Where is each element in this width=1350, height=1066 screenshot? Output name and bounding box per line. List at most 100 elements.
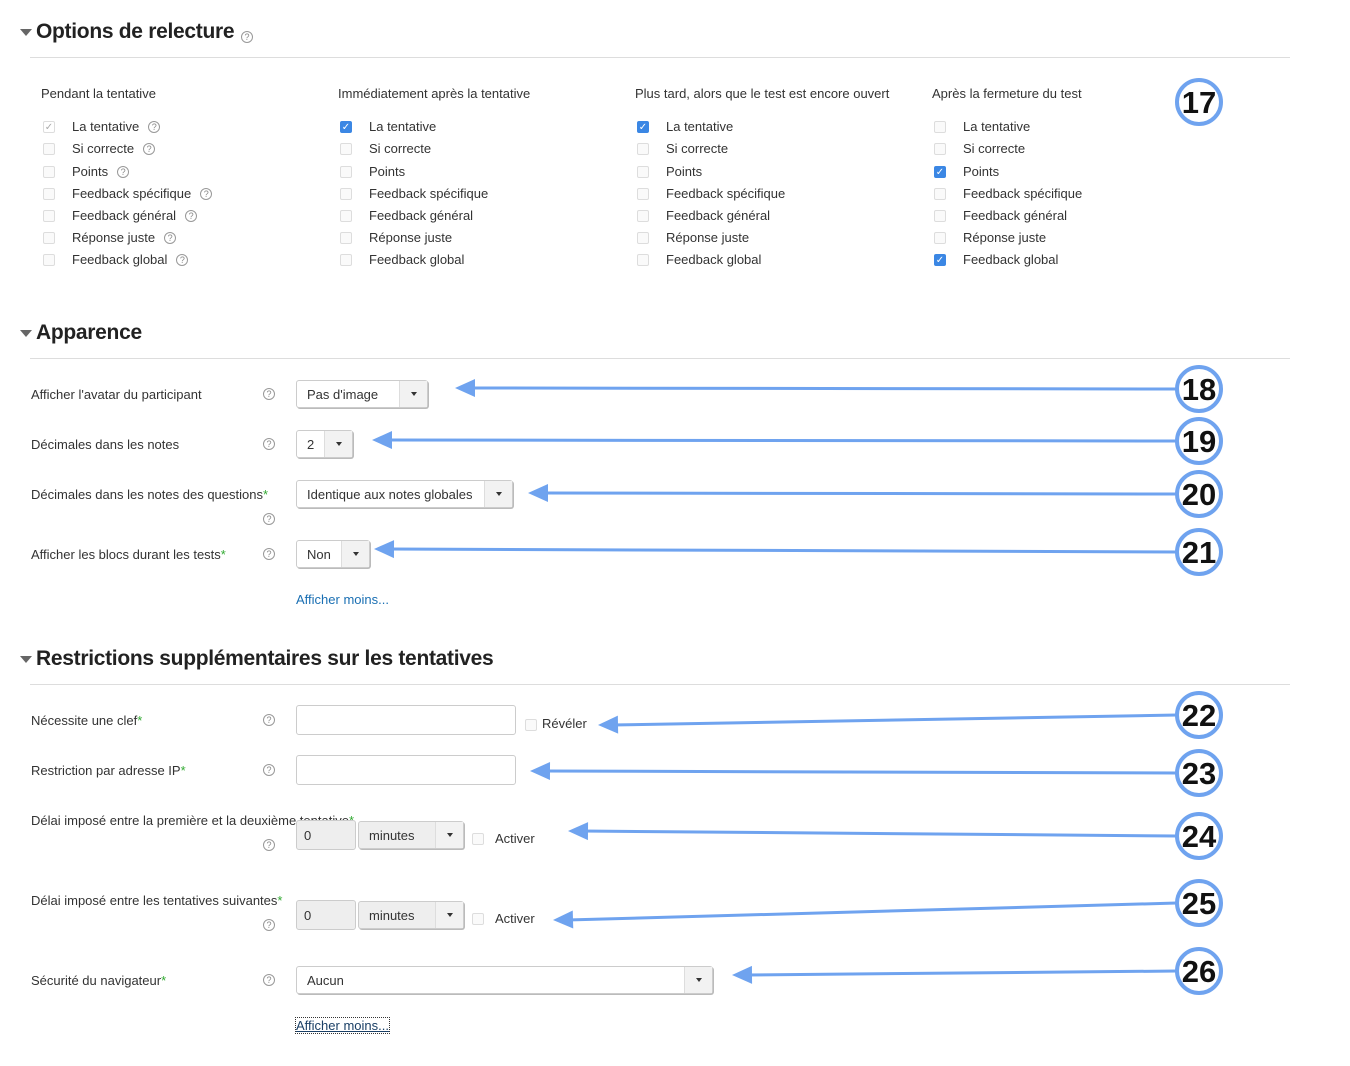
password-label: Nécessite une clef*	[31, 713, 143, 728]
collapse-icon[interactable]	[20, 330, 32, 337]
collapse-icon[interactable]	[20, 29, 32, 36]
review-checkbox[interactable]	[637, 254, 649, 266]
help-icon[interactable]: ?	[263, 764, 275, 776]
review-checkbox[interactable]	[934, 143, 946, 155]
help-icon[interactable]: ?	[148, 120, 161, 133]
annotation-arrow-line	[468, 386, 1178, 391]
help-icon[interactable]: ?	[263, 438, 275, 450]
delay2-enable-checkbox[interactable]	[472, 913, 484, 925]
help-icon[interactable]: ?	[263, 548, 275, 560]
delay1-enable-checkbox[interactable]	[472, 833, 484, 845]
delay1-unit-value: minutes	[369, 827, 415, 843]
browser-security-select[interactable]: Aucun	[296, 966, 713, 994]
annotation-arrow-line	[543, 769, 1178, 775]
help-icon[interactable]: ?	[263, 388, 275, 400]
annotation-23: 23	[530, 749, 1223, 797]
review-checkbox[interactable]	[934, 121, 946, 133]
review-checkbox[interactable]: ✓	[340, 121, 352, 133]
annotation-arrowhead	[374, 540, 395, 559]
delay1-unit-select[interactable]: minutes	[358, 821, 464, 849]
review-checkbox[interactable]	[637, 210, 649, 222]
delay2-input[interactable]: 0	[296, 900, 356, 930]
help-icon[interactable]: ?	[263, 919, 275, 931]
help-icon[interactable]: ?	[241, 31, 253, 43]
collapse-icon[interactable]	[20, 656, 32, 663]
review-checkbox[interactable]: ✓	[43, 121, 55, 133]
annotation-17: 17	[1175, 78, 1223, 126]
review-option: Feedback général	[963, 208, 1068, 223]
reveal-checkbox[interactable]	[525, 719, 537, 731]
help-icon[interactable]: ?	[176, 253, 189, 266]
annotation-22: 22	[598, 691, 1223, 739]
help-icon[interactable]: ?	[263, 839, 275, 851]
delay2-unit-select[interactable]: minutes	[358, 901, 464, 929]
annotation-arrowhead	[530, 762, 551, 781]
help-icon[interactable]: ?	[263, 513, 275, 525]
avatar-label: Afficher l'avatar du participant	[31, 387, 202, 402]
help-icon[interactable]: ?	[143, 142, 156, 155]
review-checkbox[interactable]	[43, 232, 55, 244]
review-checkbox[interactable]	[637, 232, 649, 244]
review-checkbox[interactable]	[340, 254, 352, 266]
review-option: Feedback spécifique	[666, 186, 786, 201]
review-checkbox[interactable]	[43, 254, 55, 266]
annotation-circle	[1175, 947, 1223, 995]
show-less-link[interactable]: Afficher moins...	[296, 592, 389, 607]
review-checkbox[interactable]	[637, 143, 649, 155]
show-less-link-2[interactable]: Afficher moins...	[295, 1017, 390, 1034]
review-column-header: Immédiatement après la tentative	[338, 86, 531, 101]
avatar-select[interactable]: Pas d'image	[296, 380, 428, 408]
decimals-select[interactable]: 2	[296, 430, 353, 458]
password-input[interactable]	[296, 705, 516, 735]
review-option: Feedback général	[369, 208, 474, 223]
review-checkbox[interactable]	[934, 188, 946, 200]
help-icon[interactable]: ?	[164, 231, 177, 244]
review-checkbox[interactable]	[340, 143, 352, 155]
help-icon[interactable]: ?	[263, 714, 275, 726]
delay1-input[interactable]: 0	[296, 820, 356, 850]
annotation-number: 23	[1182, 756, 1216, 791]
chevron-down-icon	[341, 541, 369, 567]
help-icon[interactable]: ?	[263, 974, 275, 986]
delay2-enable-label: Activer	[495, 911, 535, 926]
chevron-down-icon	[435, 822, 463, 848]
show-blocks-select[interactable]: Non	[296, 540, 370, 568]
help-icon[interactable]: ?	[200, 187, 213, 200]
review-checkbox[interactable]	[43, 188, 55, 200]
annotation-21: 21	[374, 528, 1223, 576]
review-checkbox[interactable]: ✓	[934, 166, 946, 178]
annotation-18: 18	[455, 365, 1223, 413]
annotation-arrowhead	[455, 379, 476, 398]
ip-input[interactable]	[296, 755, 516, 785]
question-decimals-label: Décimales dans les notes des questions*	[31, 487, 269, 502]
help-icon[interactable]: ?	[185, 209, 198, 222]
review-checkbox[interactable]	[934, 232, 946, 244]
review-checkbox[interactable]	[340, 188, 352, 200]
section-title-review[interactable]: Options de relecture	[36, 20, 235, 43]
section-title-appearance[interactable]: Apparence	[36, 321, 142, 344]
review-checkbox[interactable]	[43, 210, 55, 222]
review-checkbox[interactable]	[637, 166, 649, 178]
question-decimals-select[interactable]: Identique aux notes globales	[296, 480, 513, 508]
review-checkbox[interactable]	[43, 143, 55, 155]
annotation-circle	[1175, 470, 1223, 518]
annotation-arrow-line	[385, 438, 1178, 443]
review-checkbox[interactable]	[934, 210, 946, 222]
review-checkbox[interactable]	[43, 166, 55, 178]
annotation-circle	[1175, 812, 1223, 860]
review-checkbox[interactable]: ✓	[934, 254, 946, 266]
review-checkbox[interactable]	[340, 232, 352, 244]
review-option: La tentative?	[72, 119, 161, 134]
review-checkbox[interactable]	[340, 166, 352, 178]
review-checkbox[interactable]: ✓	[637, 121, 649, 133]
annotation-arrowhead	[553, 910, 574, 929]
avatar-select-value: Pas d'image	[307, 386, 379, 402]
review-checkbox[interactable]	[637, 188, 649, 200]
help-icon[interactable]: ?	[117, 165, 130, 178]
annotation-circle	[1175, 417, 1223, 465]
review-checkbox[interactable]	[340, 210, 352, 222]
divider	[30, 358, 1290, 359]
section-title-restrictions[interactable]: Restrictions supplémentaires sur les ten…	[36, 647, 494, 670]
review-option: Points	[369, 164, 406, 179]
